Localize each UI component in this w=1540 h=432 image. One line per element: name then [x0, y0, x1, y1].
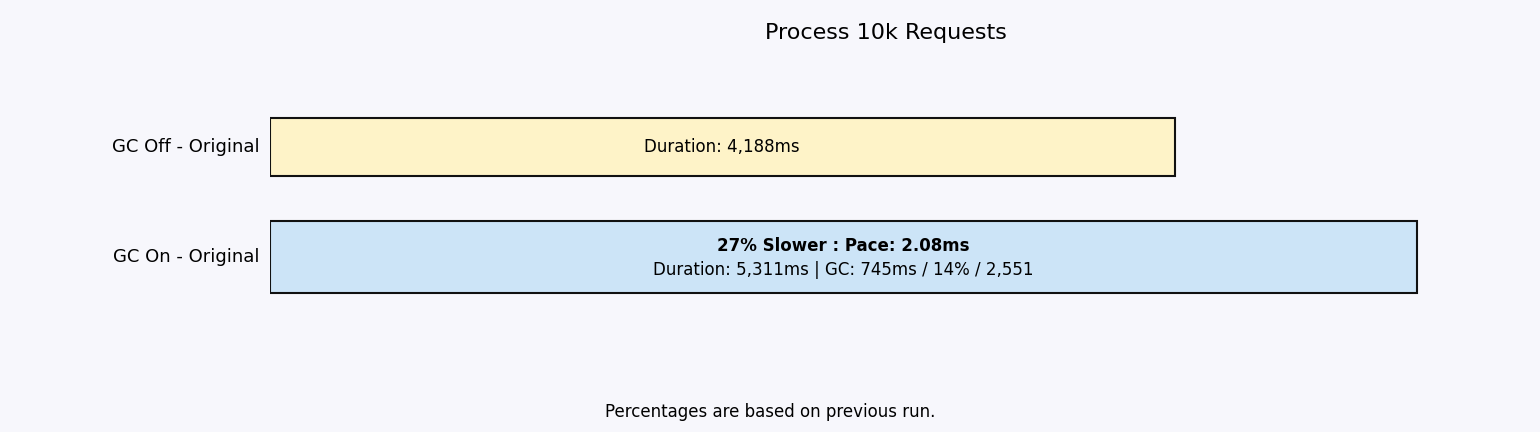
Text: GC Off - Original: GC Off - Original: [112, 138, 260, 156]
Text: 27% Slower : Pace: 2.08ms: 27% Slower : Pace: 2.08ms: [718, 237, 970, 255]
Text: Duration: 4,188ms: Duration: 4,188ms: [644, 138, 799, 156]
Text: Duration: 5,311ms | GC: 745ms / 14% / 2,551: Duration: 5,311ms | GC: 745ms / 14% / 2,…: [653, 261, 1033, 279]
Title: Process 10k Requests: Process 10k Requests: [764, 23, 1007, 44]
Text: Percentages are based on previous run.: Percentages are based on previous run.: [605, 403, 935, 421]
Text: GC On - Original: GC On - Original: [112, 248, 260, 266]
Bar: [270, 222, 1417, 293]
Bar: [270, 118, 1175, 176]
